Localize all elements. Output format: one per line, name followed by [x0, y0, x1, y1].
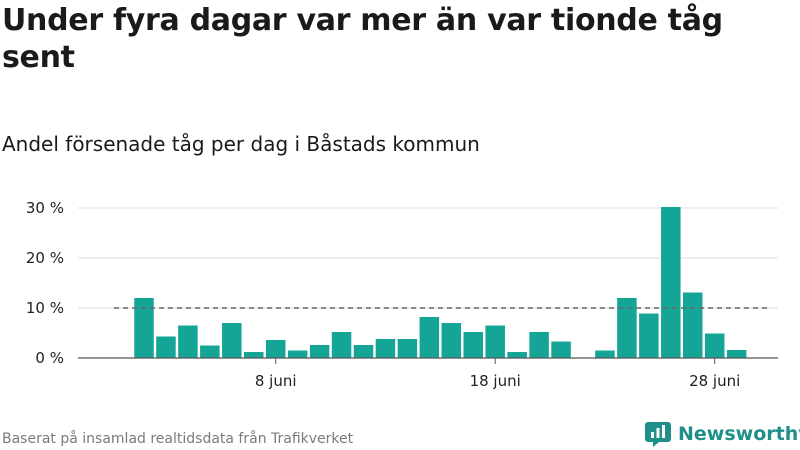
- bar: [683, 292, 703, 358]
- bar: [639, 313, 659, 358]
- bar: [595, 350, 615, 358]
- bar: [551, 341, 571, 358]
- bar: [617, 298, 637, 358]
- brand-logo[interactable]: Newsworthy: [644, 420, 800, 448]
- bar: [156, 336, 176, 358]
- bar: [287, 350, 308, 358]
- brand-name: Newsworthy: [678, 423, 800, 445]
- bar: [529, 332, 549, 358]
- bar: [200, 345, 220, 358]
- bar: [309, 345, 330, 358]
- y-tick-label: 10 %: [26, 299, 64, 317]
- bar: [661, 207, 681, 358]
- bar: [265, 340, 286, 358]
- chart-subtitle: Andel försenade tåg per dag i Båstads ko…: [2, 132, 480, 156]
- bar: [726, 350, 747, 358]
- bar: [419, 317, 440, 358]
- tick-labels: 0 % 10 % 20 % 30 % 8 juni 18 juni 28 juni: [26, 199, 740, 390]
- y-tick-label: 30 %: [26, 199, 64, 217]
- chart-title: Under fyra dagar var mer än var tionde t…: [2, 3, 723, 75]
- y-tick-label: 20 %: [26, 249, 64, 267]
- x-tick-label: 8 juni: [255, 372, 297, 390]
- bar: [397, 339, 418, 358]
- bar: [353, 345, 374, 358]
- bar: [441, 323, 462, 358]
- bar: [463, 332, 483, 358]
- x-axis: [78, 357, 778, 364]
- bar: [244, 352, 264, 358]
- bar-series: [134, 207, 747, 358]
- bar: [331, 332, 352, 358]
- bar: [222, 323, 242, 358]
- x-tick-label: 28 juni: [689, 372, 740, 390]
- bar: [704, 333, 725, 358]
- y-tick-label: 0 %: [35, 349, 64, 367]
- x-tick-label: 18 juni: [470, 372, 521, 390]
- bar-chart-logo-icon: [645, 422, 671, 447]
- bar: [507, 352, 527, 358]
- source-note: Baserat på insamlad realtidsdata från Tr…: [2, 431, 354, 447]
- bar: [134, 298, 154, 358]
- bar: [375, 339, 396, 358]
- bar: [485, 325, 505, 358]
- bar-chart: 0 % 10 % 20 % 30 % 8 juni 18 juni 28 juni: [26, 199, 778, 390]
- bar: [178, 325, 198, 358]
